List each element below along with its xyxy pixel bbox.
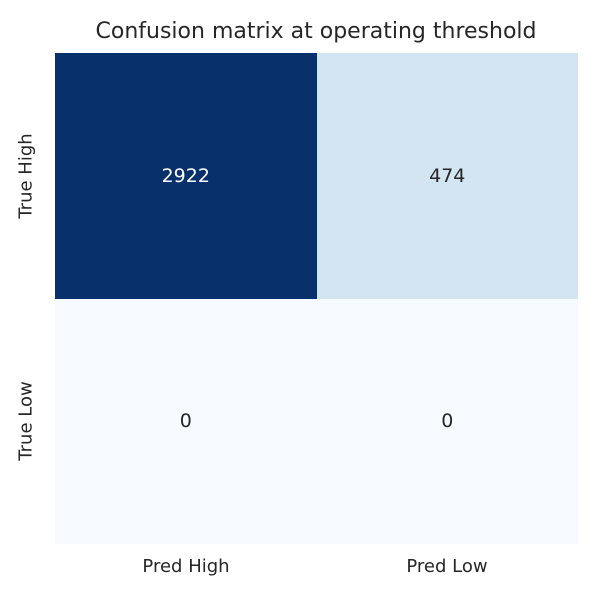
x-tick-label-pred-low: Pred Low: [406, 556, 488, 577]
heatmap-cell-true-low-pred-low: 0: [316, 298, 578, 544]
heatmap-cell-true-high-pred-high: 2922: [55, 53, 317, 299]
y-tick-label-true-high: True High: [15, 133, 37, 219]
x-tick-label-pred-high: Pred High: [142, 556, 230, 577]
heatmap-grid: 2922 474 0 0: [55, 53, 578, 544]
y-tick-label-true-low: True Low: [15, 381, 37, 461]
chart-title: Confusion matrix at operating threshold: [95, 19, 537, 44]
heatmap-cell-true-low-pred-high: 0: [55, 298, 317, 544]
heatmap-cell-true-high-pred-low: 474: [316, 53, 578, 299]
